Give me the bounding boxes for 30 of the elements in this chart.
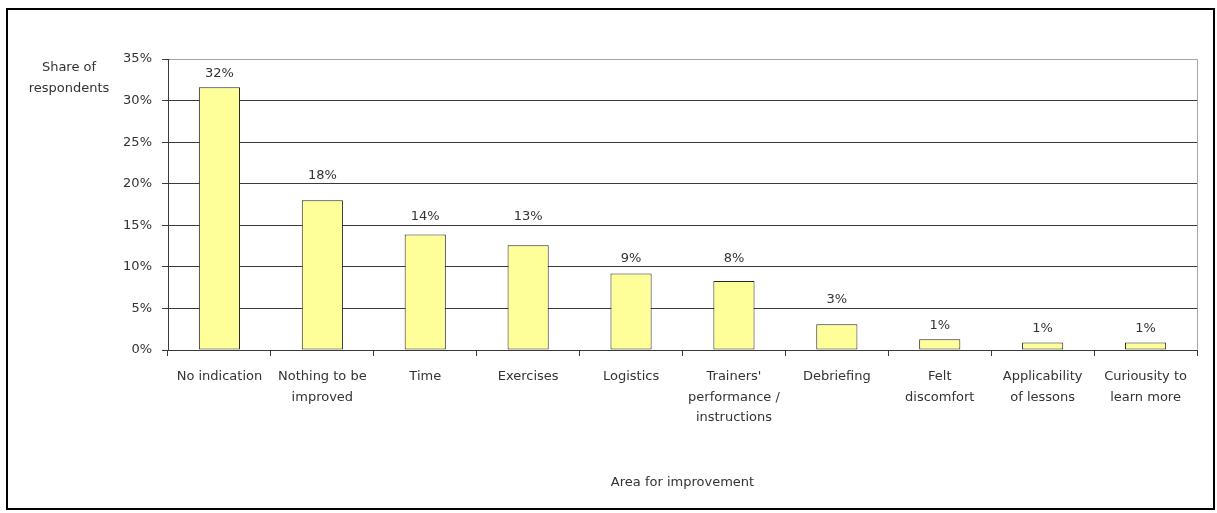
x-tick-label: Nothing to be improved: [278, 368, 367, 404]
y-tick-label: 25%: [123, 133, 152, 149]
data-label: 1%: [1032, 320, 1053, 336]
data-label: 8%: [723, 249, 745, 265]
data-label: 3%: [826, 291, 848, 307]
x-tick-label: Exercises: [497, 368, 559, 384]
y-axis-title: Share of respondents: [27, 58, 111, 97]
x-tick-label: Logistics: [602, 368, 660, 384]
y-tick-label: 30%: [123, 91, 152, 107]
x-tick-label: No indication: [176, 368, 263, 384]
data-label: 1%: [1135, 320, 1156, 336]
y-tick-label: 5%: [131, 299, 152, 315]
y-tick-label: 0%: [131, 341, 152, 357]
y-tick-label: 15%: [123, 216, 152, 232]
y-tick-label: 20%: [123, 175, 152, 191]
y-tick-label: 35%: [123, 50, 152, 66]
x-tick-label: Curiousity to learn more: [1104, 368, 1188, 404]
data-label: 14%: [410, 208, 440, 224]
x-tick-label: Felt discomfort: [905, 368, 975, 404]
data-label: 1%: [929, 317, 951, 333]
x-tick-label: Time: [408, 368, 442, 384]
y-tick-label: 10%: [123, 258, 152, 274]
data-label: 32%: [205, 65, 234, 81]
x-tick-label: Applicability of lessons: [1002, 368, 1083, 404]
data-label: 18%: [307, 166, 337, 182]
x-tick-label: Trainers' performance / instructions: [688, 368, 781, 424]
data-label: 9%: [620, 249, 642, 265]
data-label: 13%: [513, 208, 543, 224]
x-axis-title: Area for improvement: [609, 473, 756, 491]
x-tick-label: Debriefing: [802, 368, 871, 384]
